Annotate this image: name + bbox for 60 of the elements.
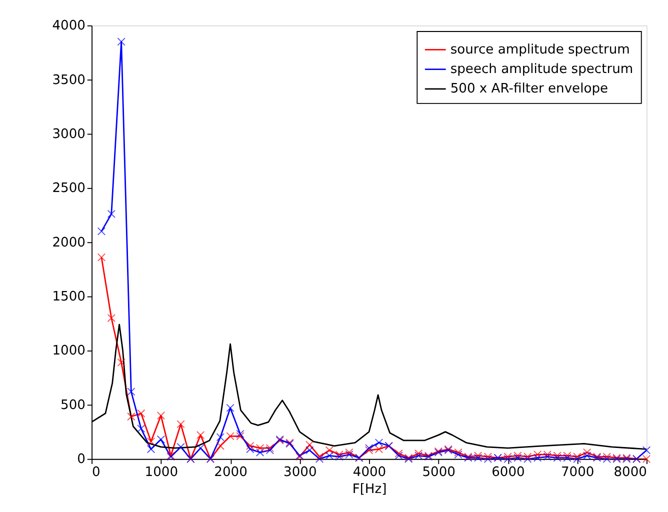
point: [146, 445, 156, 454]
point: [642, 446, 651, 454]
x-tick-label: 1000: [144, 465, 178, 480]
point: [374, 438, 384, 447]
y-tick-label: 4000: [52, 18, 86, 34]
x-tick-label: 0: [92, 465, 100, 480]
point: [156, 435, 166, 444]
x-tick-label: 7000: [560, 465, 594, 480]
point: [176, 420, 185, 428]
point: [127, 412, 136, 421]
point: [107, 210, 116, 218]
legend-label: speech amplitude spectrum: [450, 62, 634, 78]
x-axis-title: F[Hz]: [352, 482, 387, 497]
x-tick-label: 2000: [214, 465, 248, 480]
y-tick-label: 2500: [52, 181, 86, 196]
point: [394, 449, 403, 458]
point: [117, 358, 126, 367]
point: [394, 452, 403, 460]
point: [137, 409, 146, 418]
point: [146, 437, 156, 446]
point: [582, 448, 592, 456]
y-tick-label: 500: [60, 398, 86, 413]
point: [305, 440, 314, 449]
point: [127, 388, 136, 396]
point: [266, 446, 274, 454]
point: [325, 446, 334, 454]
point: [196, 444, 205, 452]
point: [454, 448, 462, 456]
point: [216, 433, 224, 442]
legend-label: source amplitude spectrum: [450, 42, 630, 58]
point: [97, 253, 106, 262]
point: [246, 442, 254, 450]
y-tick-label: 3500: [52, 72, 86, 88]
x-tick-label: 5000: [422, 465, 456, 480]
y-tick-label: 2000: [52, 235, 86, 250]
point: [196, 430, 205, 440]
point: [454, 450, 462, 459]
point: [176, 442, 185, 452]
point: [97, 227, 106, 236]
point: [156, 411, 166, 420]
x-tick-label: 4000: [352, 465, 386, 480]
point: [246, 445, 254, 454]
y-tick-label: 3000: [52, 126, 86, 142]
point: [305, 446, 314, 454]
legend-label: 500 x AR-filter envelope: [450, 82, 608, 97]
point: [226, 404, 234, 412]
point: [216, 442, 224, 450]
point: [137, 424, 146, 433]
point: [256, 448, 264, 456]
point: [117, 38, 126, 46]
x-tick-label: 8000: [614, 465, 647, 480]
x-tick-label: 6000: [492, 465, 525, 480]
point: [107, 314, 116, 322]
point: [582, 452, 592, 460]
y-tick-label: 0: [77, 452, 86, 468]
point: [345, 448, 354, 456]
y-tick-label: 1500: [52, 290, 86, 305]
y-tick-label: 1000: [52, 344, 86, 359]
x-tick-label: 3000: [284, 465, 317, 480]
point: [345, 450, 354, 459]
